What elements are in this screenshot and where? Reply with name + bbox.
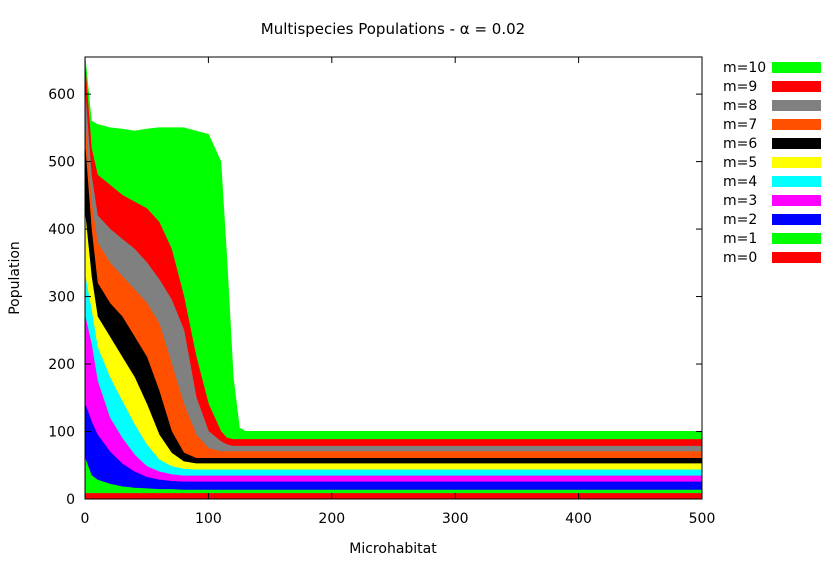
legend-label-m-8: m=8 xyxy=(723,98,757,114)
x-axis-label: Microhabitat xyxy=(349,541,437,557)
y-tick-label-300: 300 xyxy=(48,290,75,306)
legend-swatch-m-0 xyxy=(772,252,821,263)
x-tick-label-500: 500 xyxy=(689,511,716,527)
x-tick-label-400: 400 xyxy=(565,511,592,527)
y-tick-label-100: 100 xyxy=(48,425,75,441)
legend-label-m-6: m=6 xyxy=(723,136,757,152)
area-m-0 xyxy=(84,493,703,500)
x-tick-label-300: 300 xyxy=(442,511,469,527)
legend-label-m-2: m=2 xyxy=(723,212,757,228)
area-series-group xyxy=(84,56,703,500)
y-tick-label-400: 400 xyxy=(48,222,75,238)
legend-label-m-1: m=1 xyxy=(723,231,757,247)
y-tick-label-200: 200 xyxy=(48,357,75,373)
legend-swatch-m-7 xyxy=(772,119,821,130)
x-tick-label-200: 200 xyxy=(318,511,345,527)
legend: m=10 m=9 m=8 m=7 m=6 m=5 m=4 m=3 m=2 m=1 m=0 xyxy=(723,60,821,266)
legend-swatch-m-6 xyxy=(772,138,821,149)
legend-swatch-m-3 xyxy=(772,195,821,206)
y-axis-label: Population xyxy=(7,241,23,315)
legend-swatch-m-5 xyxy=(772,157,821,168)
y-tick-label-500: 500 xyxy=(48,155,75,171)
y-tick-label-600: 600 xyxy=(48,87,75,103)
legend-label-m-4: m=4 xyxy=(723,174,757,190)
y-tick-label-0: 0 xyxy=(66,492,75,508)
legend-label-m-5: m=5 xyxy=(723,155,757,171)
legend-label-m-9: m=9 xyxy=(723,79,757,95)
legend-swatch-m-2 xyxy=(772,214,821,225)
legend-label-m-3: m=3 xyxy=(723,193,757,209)
legend-swatch-m-8 xyxy=(772,100,821,111)
axis-ticks-group: 0 100 200 300 400 500 0 100 200 300 400 500 600 xyxy=(48,57,715,527)
plot-frame xyxy=(84,56,703,500)
legend-label-m-10: m=10 xyxy=(723,60,766,76)
x-tick-label-0: 0 xyxy=(81,511,90,527)
legend-swatch-m-10 xyxy=(772,62,821,73)
legend-swatch-m-4 xyxy=(772,176,821,187)
legend-label-m-0: m=0 xyxy=(723,250,757,266)
legend-label-m-7: m=7 xyxy=(723,117,757,133)
x-tick-label-100: 100 xyxy=(195,511,222,527)
legend-swatch-m-9 xyxy=(772,81,821,92)
legend-swatch-m-1 xyxy=(772,233,821,244)
chart-title: Multispecies Populations - α = 0.02 xyxy=(261,20,525,38)
